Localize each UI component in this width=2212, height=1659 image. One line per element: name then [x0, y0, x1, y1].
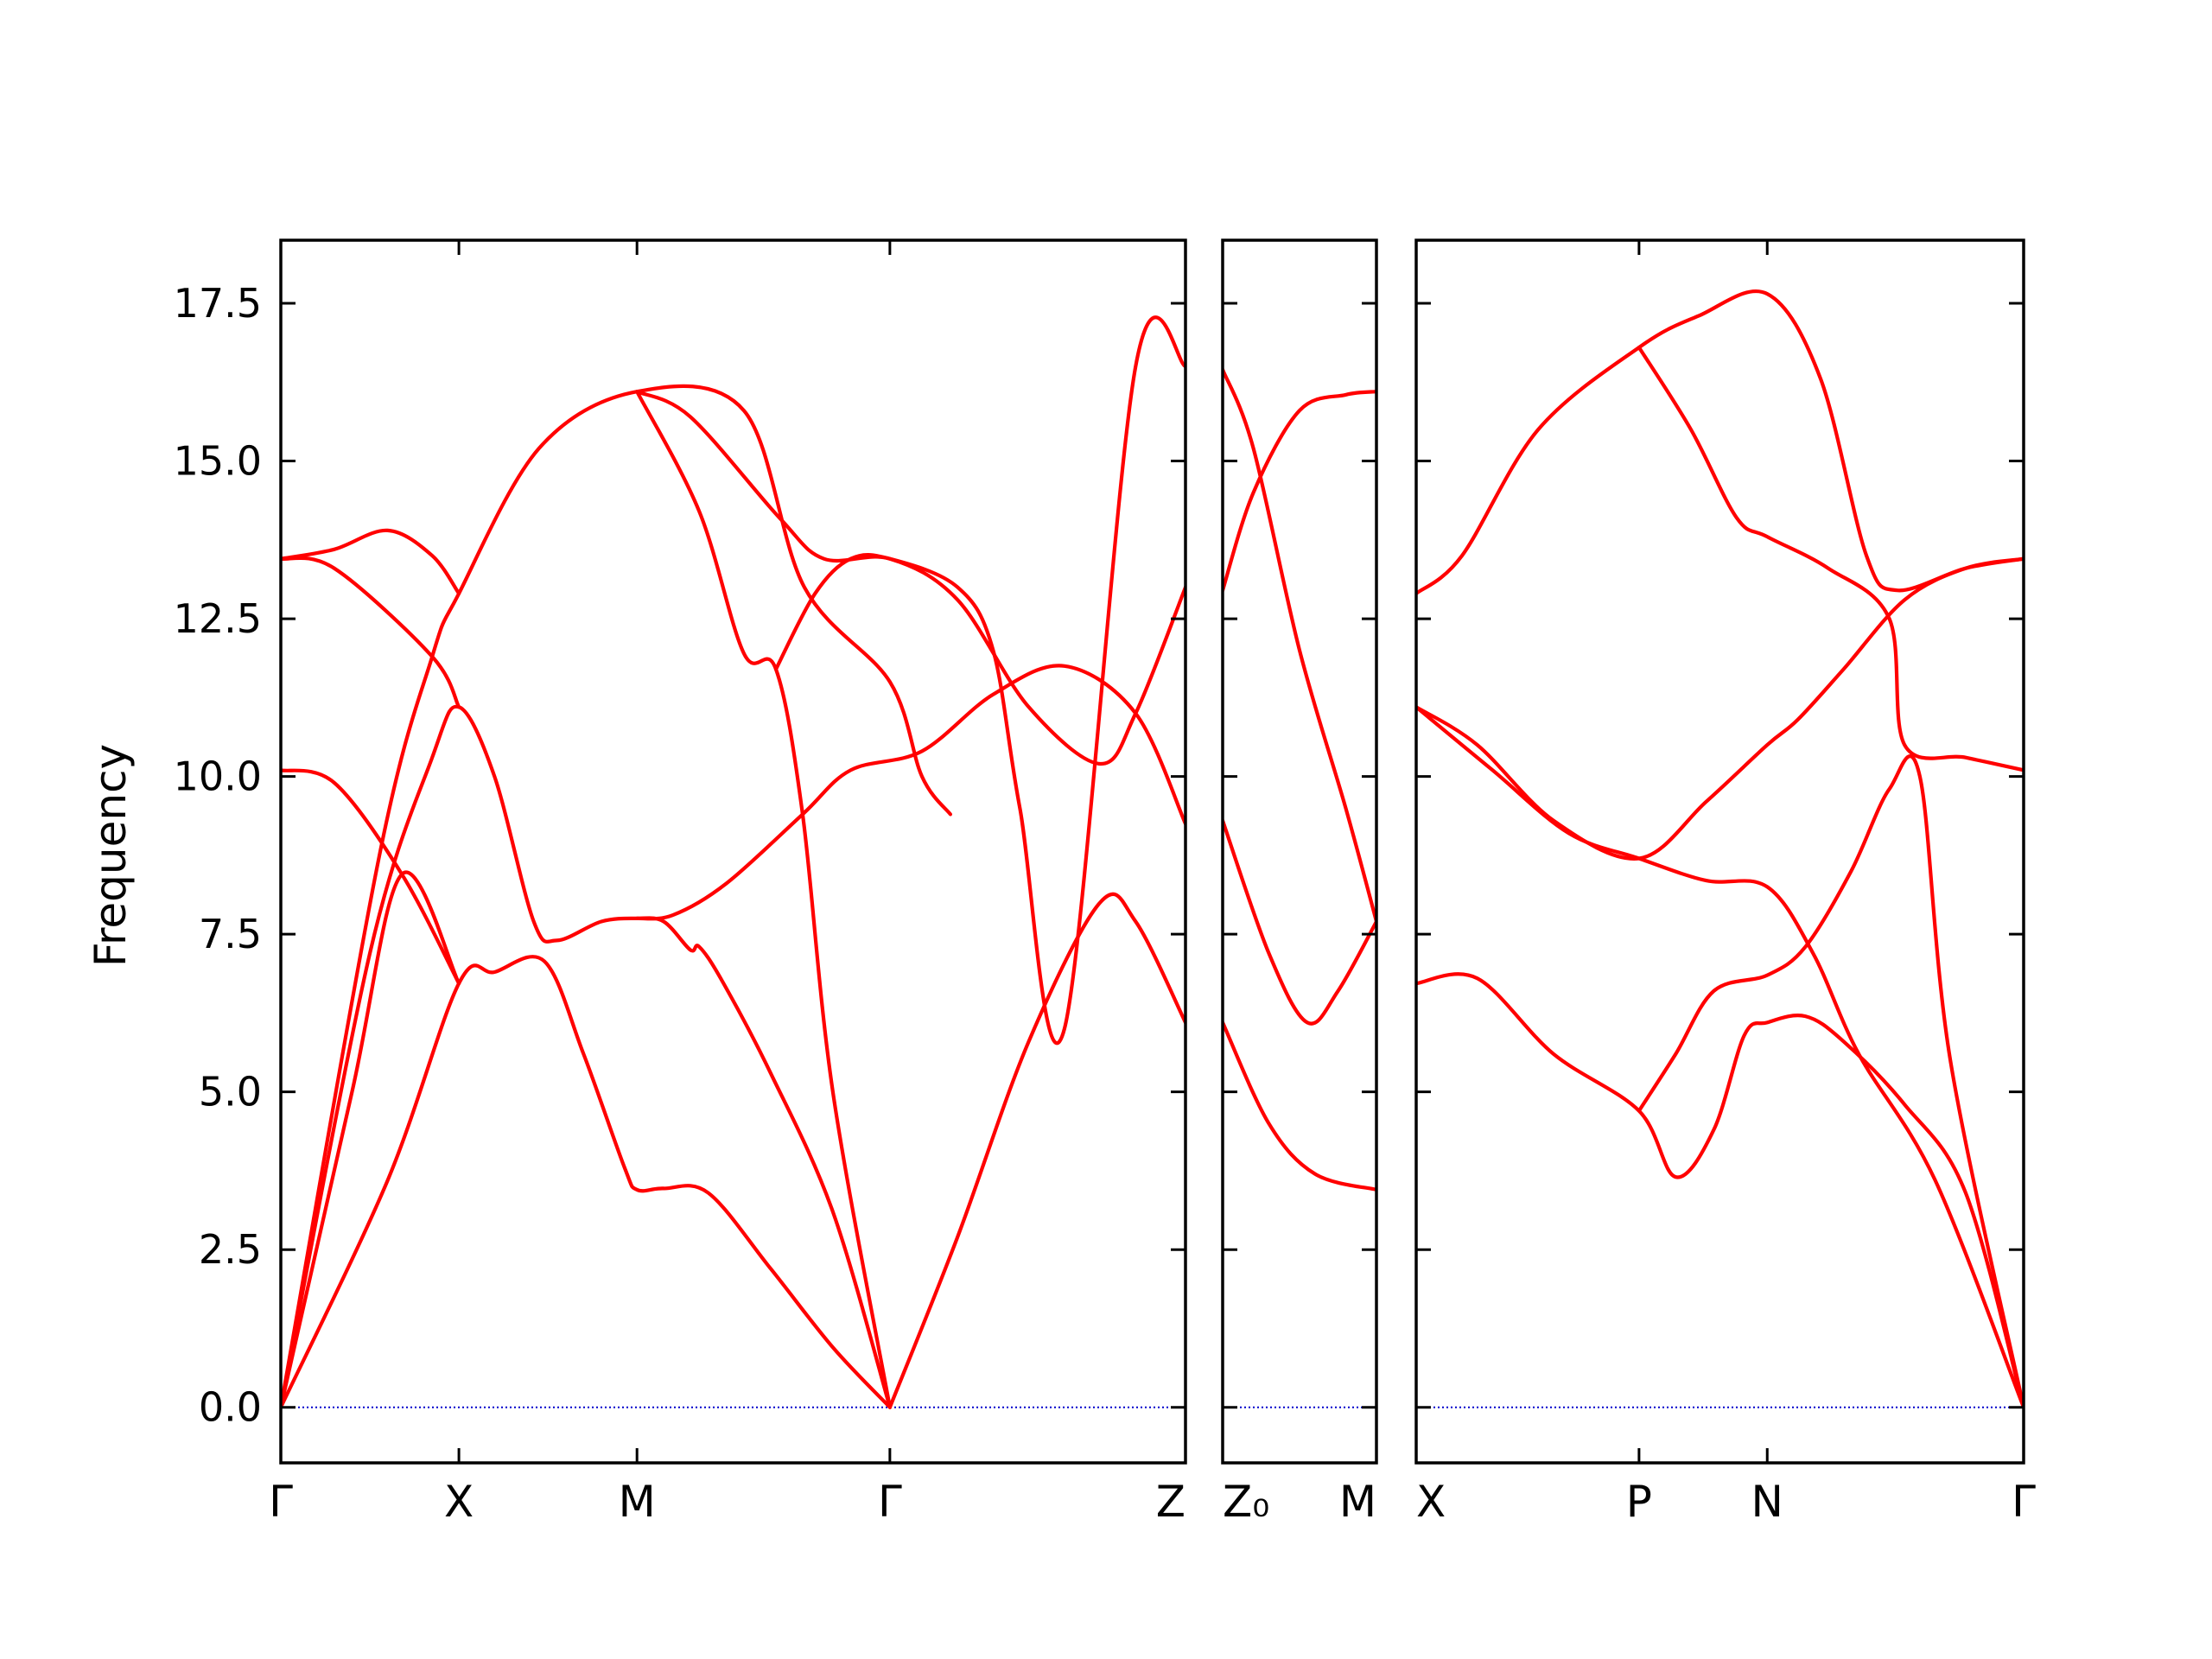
y-tick-label: 5.0: [199, 1069, 262, 1116]
band-line: [1637, 346, 2024, 772]
panel-2: Z₀ M: [1221, 238, 1378, 1527]
panel-frame: [1414, 238, 2025, 1465]
x-tick-label: Z: [1156, 1477, 1185, 1527]
x-tick-label: N: [1751, 1477, 1783, 1527]
y-tick-label: 7.5: [199, 911, 262, 957]
panel-frame: [279, 238, 1187, 1465]
y-tick-label: 17.5: [174, 280, 262, 327]
band-line: [635, 390, 892, 1409]
x-tick-label: X: [1416, 1477, 1446, 1527]
y-tick-label: 12.5: [174, 595, 262, 642]
band-line: [1223, 367, 1376, 924]
band-panels: Γ X M Γ Z Z₀ M X P N Γ: [269, 238, 2036, 1527]
band-line: [635, 664, 1185, 921]
band-line: [1416, 705, 2024, 1409]
x-tick-label: M: [619, 1477, 656, 1527]
band-line: [1416, 972, 2024, 1409]
band-line: [281, 556, 461, 709]
band-line: [1416, 289, 2024, 595]
band-line: [887, 892, 1185, 1409]
x-tick-label: Γ: [2012, 1477, 2036, 1527]
band-line: [281, 528, 461, 595]
band-line: [1416, 556, 2024, 861]
band-line: [281, 870, 461, 1409]
y-tick-label: 0.0: [199, 1384, 262, 1431]
band-line: [281, 768, 461, 986]
panel-frame: [1221, 238, 1378, 1465]
band-line: [635, 390, 1185, 766]
band-line: [281, 704, 892, 1409]
x-tick-label: M: [1339, 1477, 1376, 1527]
band-line: [1223, 818, 1376, 1026]
x-tick-label: Z₀: [1223, 1477, 1269, 1527]
y-tick-label: 10.0: [174, 753, 262, 800]
band-line: [281, 955, 892, 1409]
band-line: [773, 315, 1185, 1046]
x-tick-label: Γ: [269, 1477, 293, 1527]
y-axis-label: Frequency: [86, 744, 136, 967]
y-tick-label: 2.5: [199, 1226, 262, 1273]
x-tick-label: Γ: [878, 1477, 902, 1527]
x-tick-label: X: [444, 1477, 474, 1527]
band-line: [281, 384, 952, 1409]
band-line: [1637, 753, 2024, 1409]
band-line: [1223, 390, 1376, 593]
y-tick-label: 15.0: [174, 438, 262, 485]
y-tick-labels: 0.0 2.5 5.0 7.5 10.0 12.5 15.0 17.5: [174, 280, 262, 1431]
x-tick-label: P: [1626, 1477, 1652, 1527]
band-line: [1223, 1020, 1376, 1192]
